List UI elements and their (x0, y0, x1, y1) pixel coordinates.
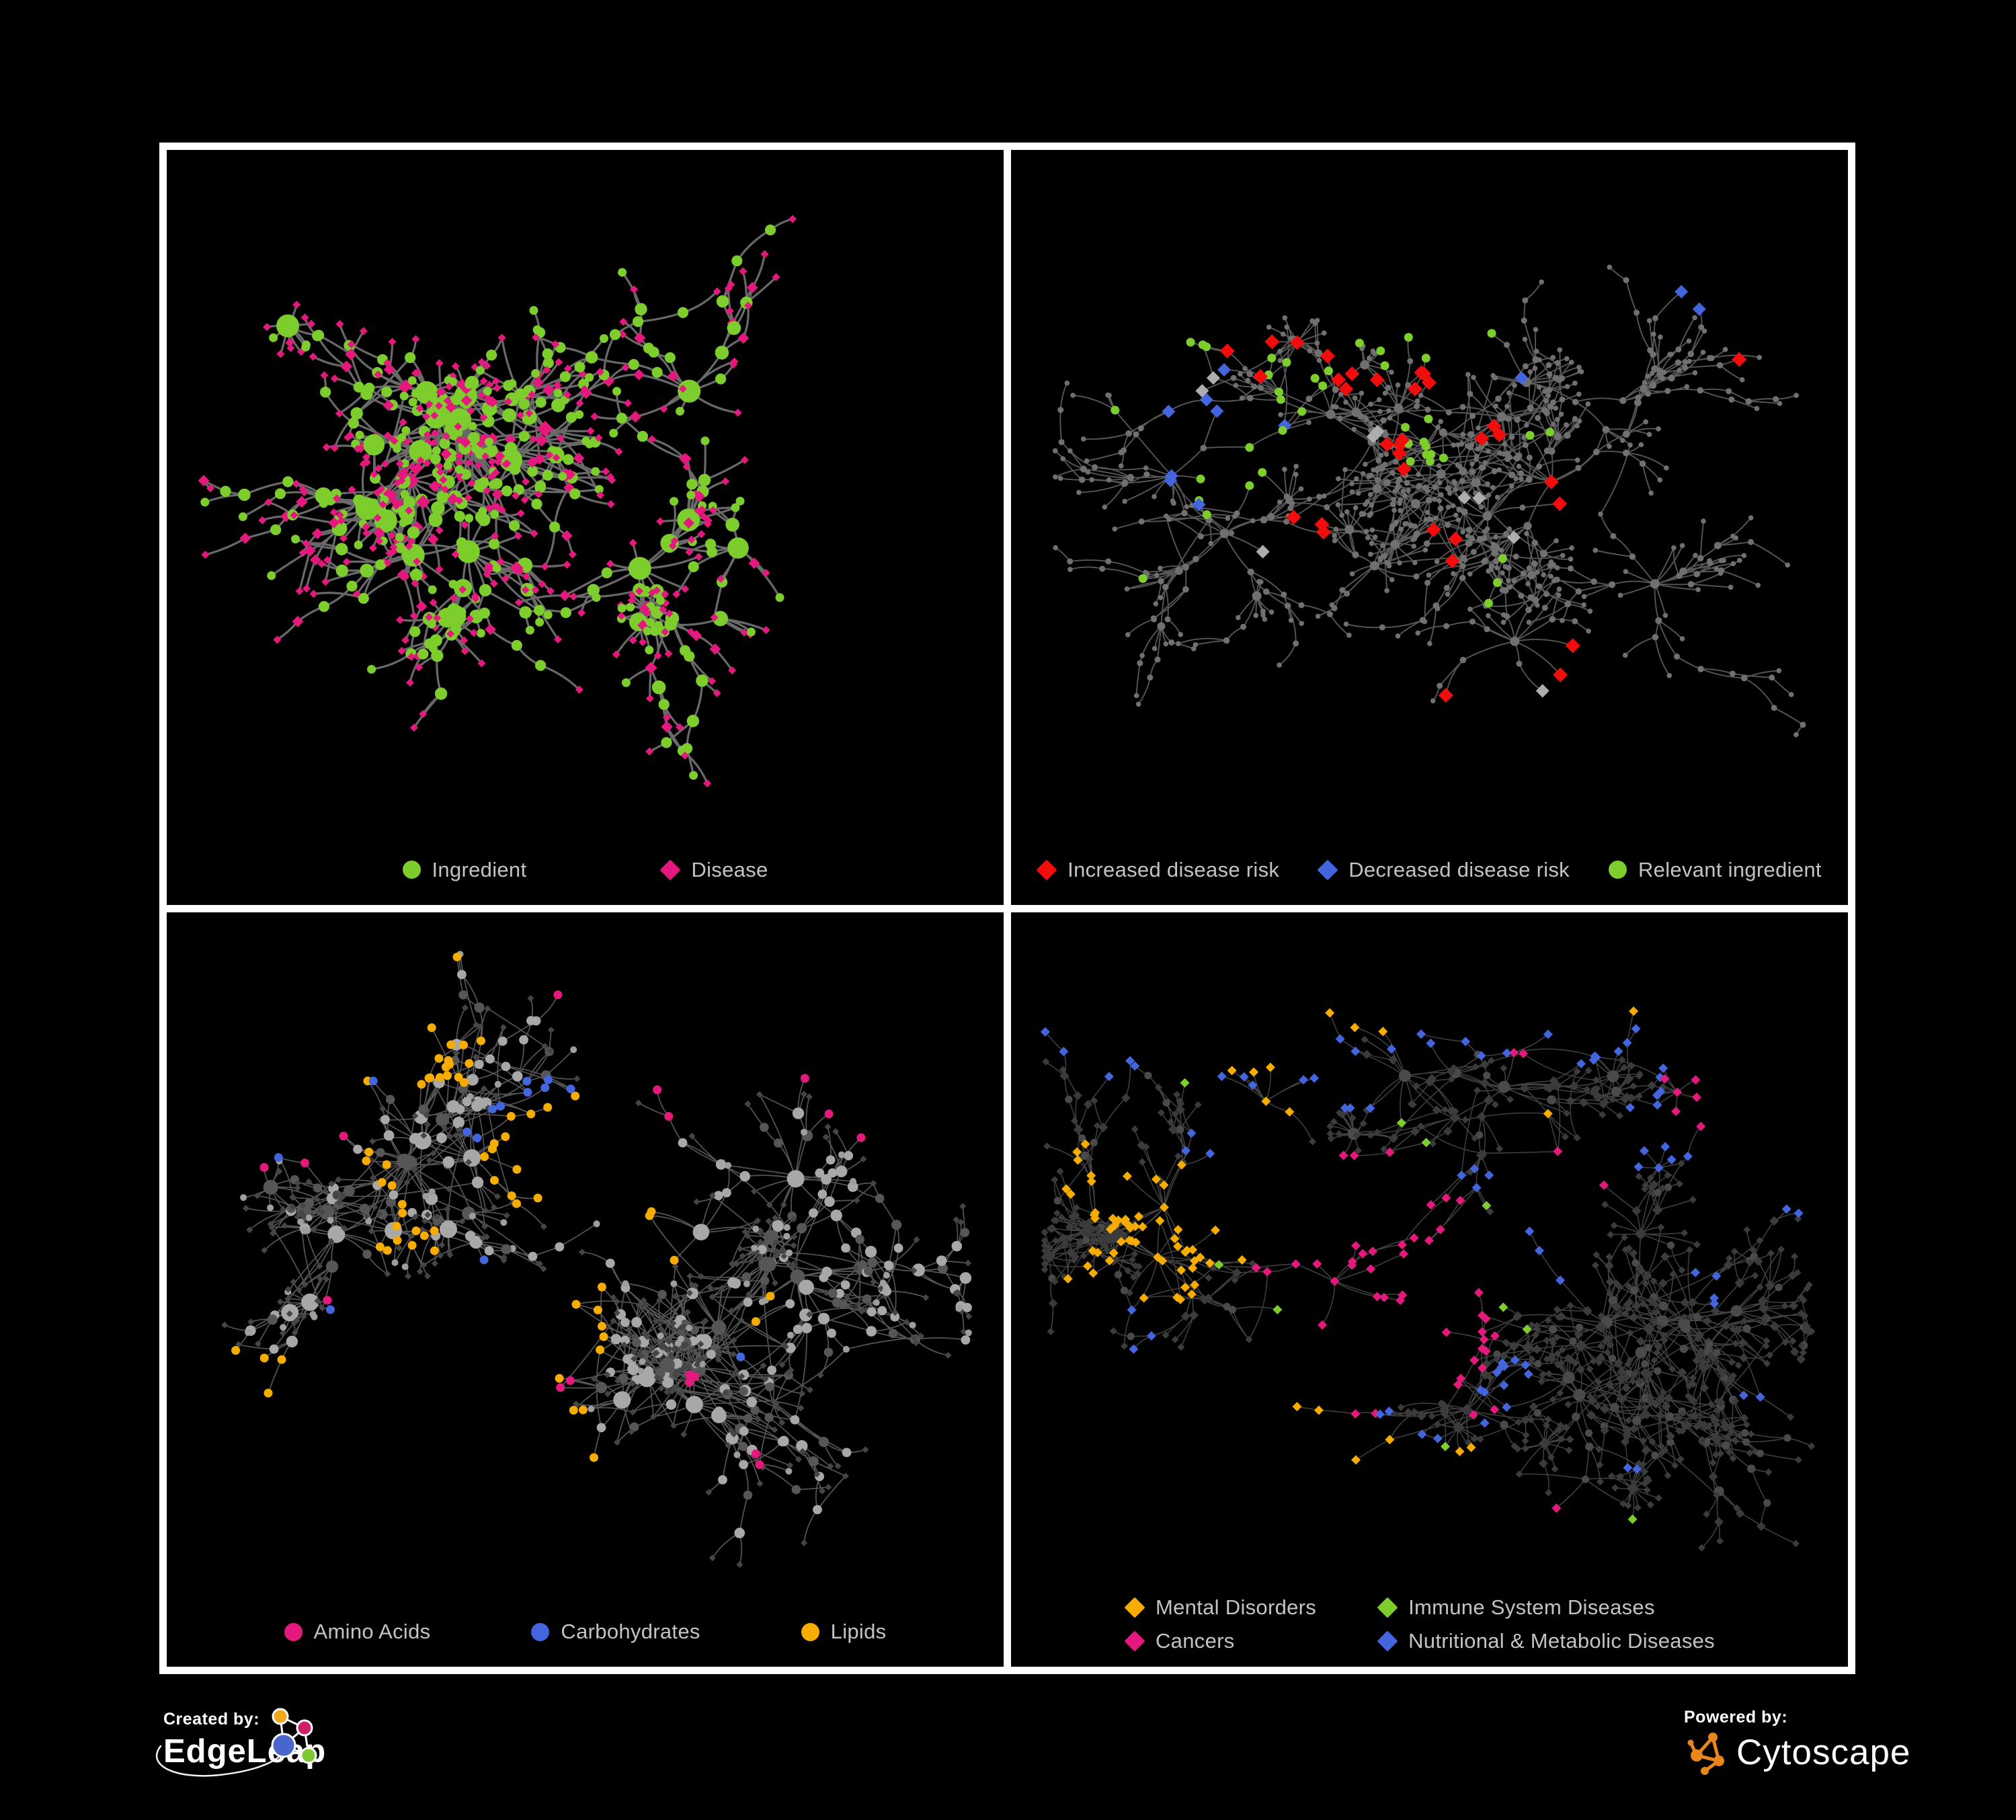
legend-label: Decreased disease risk (1348, 857, 1570, 881)
legend-label: Relevant ingredient (1638, 857, 1822, 881)
disease-risk-legend: Increased disease risk Decreased disease … (1011, 858, 1848, 882)
cytoscape-credit: Powered by: Cytoscape (1684, 1708, 1910, 1776)
legend-item-disease: Disease (659, 857, 768, 882)
panel-nutrient-classes: Amino Acids Carbohydrates Lipids (167, 912, 1004, 1667)
nutrient-classes-legend: Amino Acids Carbohydrates Lipids (167, 1620, 1004, 1644)
relevant-ingredient-circle-swatch-icon (1609, 861, 1627, 879)
edgeleap-wordmark: EdgeLeap (163, 1733, 327, 1770)
cytoscape-logo-icon (1687, 1733, 1724, 1775)
legend-item-increased-disease-risk: Increased disease risk (1036, 857, 1280, 882)
legend-label: Lipids (830, 1620, 887, 1643)
mental-disorders-diamond-swatch-icon (1124, 1597, 1145, 1618)
carbohydrates-circle-swatch-icon (531, 1622, 550, 1641)
disease-risk-network-graph (1052, 264, 1806, 738)
decreased-disease-risk-diamond-swatch-icon (1317, 859, 1338, 881)
cancers-diamond-swatch-icon (1124, 1630, 1145, 1652)
cytoscape-logo-nodes (1687, 1733, 1724, 1775)
powered-by-label: Powered by: (1684, 1708, 1788, 1727)
legend-label: Cancers (1156, 1629, 1235, 1653)
legend-label: Disease (691, 857, 768, 881)
created-by-label: Created by: (163, 1710, 260, 1729)
legend-label: Increased disease risk (1067, 857, 1280, 881)
legend-item-lipids: Lipids (801, 1620, 887, 1644)
edgeleap-credit: Created by: EdgeLeap (163, 1710, 326, 1770)
legend-item-immune-system-diseases: Immune System Diseases (1377, 1595, 1715, 1620)
ingredient-disease-network-graph (198, 214, 797, 788)
legend-item-relevant-ingredient: Relevant ingredient (1609, 858, 1822, 882)
legend-label: Ingredient (432, 857, 527, 881)
legend-label: Immune System Diseases (1408, 1595, 1655, 1619)
disease-diamond-swatch-icon (659, 859, 681, 881)
legend-label: Amino Acids (313, 1620, 431, 1643)
figure-grid: Ingredient Disease Increased disease risk… (159, 143, 1855, 1674)
legend-item-ingredient: Ingredient (402, 857, 527, 882)
immune-system-diseases-diamond-swatch-icon (1377, 1597, 1398, 1618)
amino-acids-circle-swatch-icon (284, 1622, 303, 1641)
panel-disease-risk: Increased disease risk Decreased disease … (1011, 150, 1848, 905)
legend-item-mental-disorders: Mental Disorders (1124, 1595, 1317, 1620)
cytoscape-wordmark: Cytoscape (1736, 1732, 1911, 1772)
legend-label: Mental Disorders (1156, 1595, 1317, 1619)
ingredient-disease-legend: Ingredient Disease (167, 858, 1004, 882)
increased-disease-risk-diamond-swatch-icon (1036, 859, 1057, 881)
panel-ingredient-disease: Ingredient Disease (167, 150, 1004, 905)
ingredient-circle-swatch-icon (402, 861, 421, 879)
legend-item-decreased-disease-risk: Decreased disease risk (1317, 857, 1570, 882)
nutritional-metabolic-diseases-diamond-swatch-icon (1377, 1630, 1398, 1652)
legend-label: Nutritional & Metabolic Diseases (1408, 1629, 1715, 1653)
legend-label: Carbohydrates (561, 1620, 700, 1643)
lipids-circle-swatch-icon (801, 1622, 819, 1641)
nutrient-classes-network-graph (221, 950, 973, 1568)
legend-item-carbohydrates: Carbohydrates (531, 1620, 700, 1644)
disease-classes-network-graph (1040, 1006, 1816, 1552)
panel-disease-classes: Mental Disorders Immune System Diseases Ca… (1011, 912, 1848, 1667)
disease-classes-legend: Mental Disorders Immune System Diseases Ca… (1124, 1595, 1715, 1653)
legend-item-amino-acids: Amino Acids (284, 1620, 431, 1644)
legend-item-nutritional-metabolic-diseases: Nutritional & Metabolic Diseases (1377, 1629, 1715, 1653)
legend-item-cancers: Cancers (1124, 1629, 1316, 1653)
